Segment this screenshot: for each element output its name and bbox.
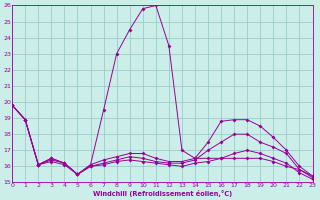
- X-axis label: Windchill (Refroidissement éolien,°C): Windchill (Refroidissement éolien,°C): [93, 190, 232, 197]
